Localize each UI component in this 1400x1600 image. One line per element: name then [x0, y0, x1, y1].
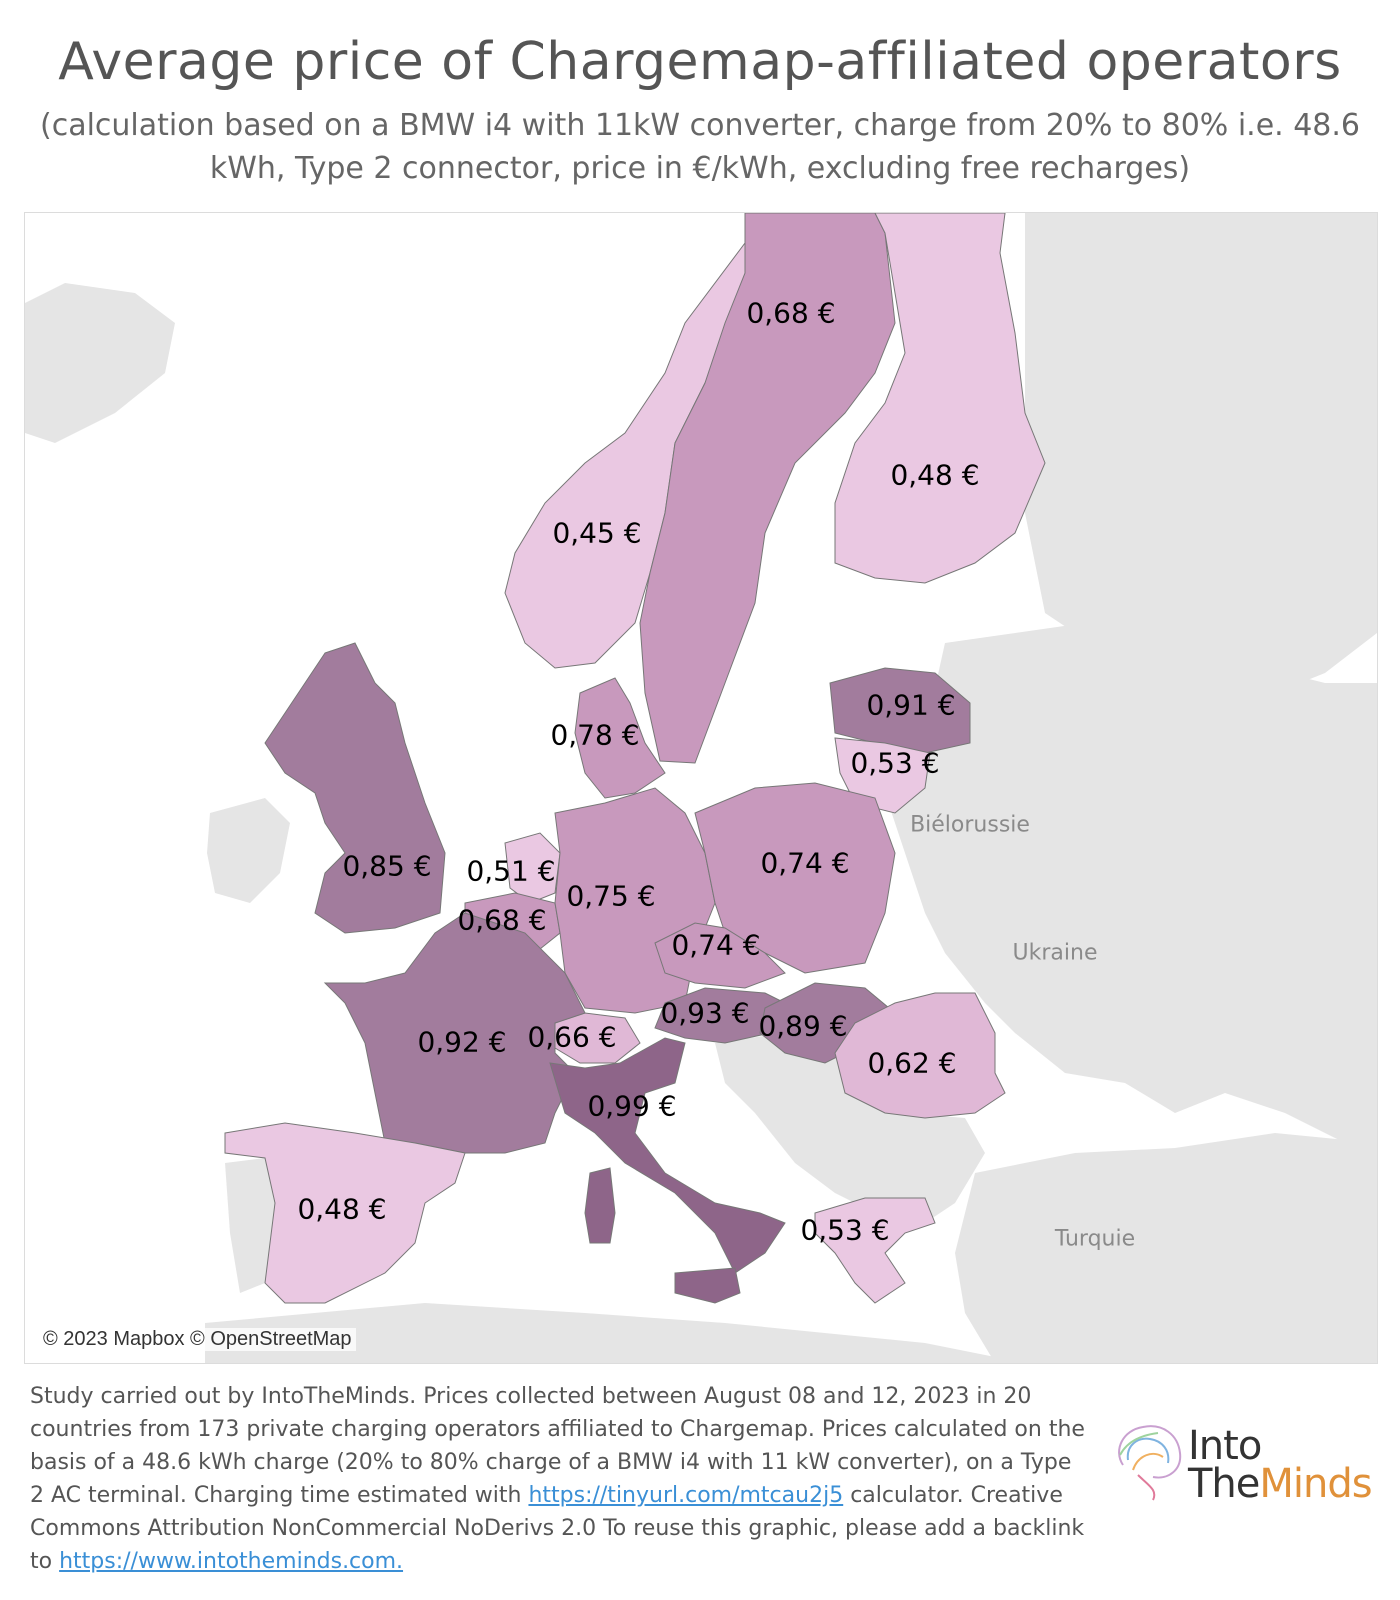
country-greece	[814, 1197, 936, 1304]
land-iceland	[25, 283, 175, 443]
land-east-europe	[885, 623, 1377, 1213]
map-frame[interactable]: Biélorussie Ukraine Turquie 0,68 € 0,48 …	[24, 212, 1378, 1364]
price-label-france[interactable]: 0,92 €	[417, 1025, 507, 1059]
price-label-norway[interactable]: 0,45 €	[552, 516, 642, 550]
price-label-belgium[interactable]: 0,68 €	[457, 903, 547, 937]
country-sweden	[639, 213, 896, 764]
brain-icon	[1118, 1425, 1182, 1501]
map-attribution[interactable]: © 2023 Mapbox © OpenStreetMap	[39, 1328, 356, 1351]
map-svg	[25, 213, 1377, 1363]
price-label-uk[interactable]: 0,85 €	[342, 849, 432, 883]
tinyurl-link[interactable]: https://tinyurl.com/mtcau2j5	[528, 1483, 844, 1508]
price-label-spain[interactable]: 0,48 €	[297, 1192, 387, 1226]
land-balkans	[715, 1033, 985, 1223]
country-italy	[549, 1037, 786, 1274]
price-label-romania[interactable]: 0,62 €	[867, 1046, 957, 1080]
country-poland	[694, 782, 896, 974]
geo-label-ukraine: Ukraine	[1012, 940, 1098, 966]
price-label-denmark[interactable]: 0,78 €	[550, 718, 640, 752]
logo-word-theminds: TheMinds	[1188, 1461, 1373, 1507]
price-label-netherlands[interactable]: 0,51 €	[466, 854, 556, 888]
intotheminds-logo: Into TheMinds	[1108, 1415, 1378, 1525]
price-label-sweden[interactable]: 0,68 €	[746, 296, 836, 330]
price-label-italy[interactable]: 0,99 €	[587, 1089, 677, 1123]
country-sicily	[674, 1267, 741, 1304]
price-label-switzerland[interactable]: 0,66 €	[527, 1020, 617, 1054]
country-czechia	[654, 922, 786, 989]
price-label-germany[interactable]: 0,75 €	[566, 879, 656, 913]
logo-word-minds: Minds	[1259, 1461, 1372, 1507]
land-turkey	[955, 1133, 1377, 1363]
country-netherlands	[504, 832, 561, 904]
land-portugal	[225, 1158, 275, 1293]
price-label-lithuania[interactable]: 0,53 €	[850, 746, 940, 780]
chart-subtitle: (calculation based on a BMW i4 with 11kW…	[40, 108, 1361, 186]
price-label-hungary[interactable]: 0,89 €	[758, 1009, 848, 1043]
country-sardinia	[584, 1167, 616, 1244]
footer-note: Study carried out by IntoTheMinds. Price…	[30, 1380, 1090, 1578]
price-label-austria[interactable]: 0,93 €	[660, 996, 750, 1030]
country-latvia	[829, 667, 971, 754]
price-label-poland[interactable]: 0,74 €	[760, 846, 850, 880]
geo-label-belarus: Biélorussie	[910, 812, 1030, 838]
logo-word-into: Into	[1188, 1423, 1262, 1469]
price-label-greece[interactable]: 0,53 €	[800, 1213, 890, 1247]
footer-text-1: Study carried out by IntoTheMinds. Price…	[30, 1384, 1085, 1508]
country-switzerland	[554, 1012, 641, 1064]
country-spain	[224, 1122, 466, 1304]
intotheminds-link[interactable]: https://www.intotheminds.com.	[59, 1549, 404, 1574]
country-shapes	[224, 213, 1046, 1304]
country-finland	[834, 213, 1046, 584]
land-ireland	[207, 798, 290, 903]
price-label-latvia[interactable]: 0,91 €	[866, 688, 956, 722]
country-denmark	[574, 677, 666, 799]
logo-word-the: The	[1188, 1461, 1260, 1507]
geo-label-turkey: Turquie	[1054, 1226, 1136, 1252]
country-romania	[834, 992, 1006, 1119]
background-land	[25, 213, 1377, 1363]
footer-text-2: calculator. Creative Commons Attribution…	[30, 1483, 1085, 1574]
price-label-czechia[interactable]: 0,74 €	[671, 928, 761, 962]
land-africa	[205, 1303, 1025, 1363]
chart-title: Average price of Chargemap-affiliated op…	[58, 32, 1342, 92]
price-label-finland[interactable]: 0,48 €	[890, 458, 980, 492]
country-uk	[264, 642, 446, 934]
land-russia-north	[1025, 213, 1377, 693]
